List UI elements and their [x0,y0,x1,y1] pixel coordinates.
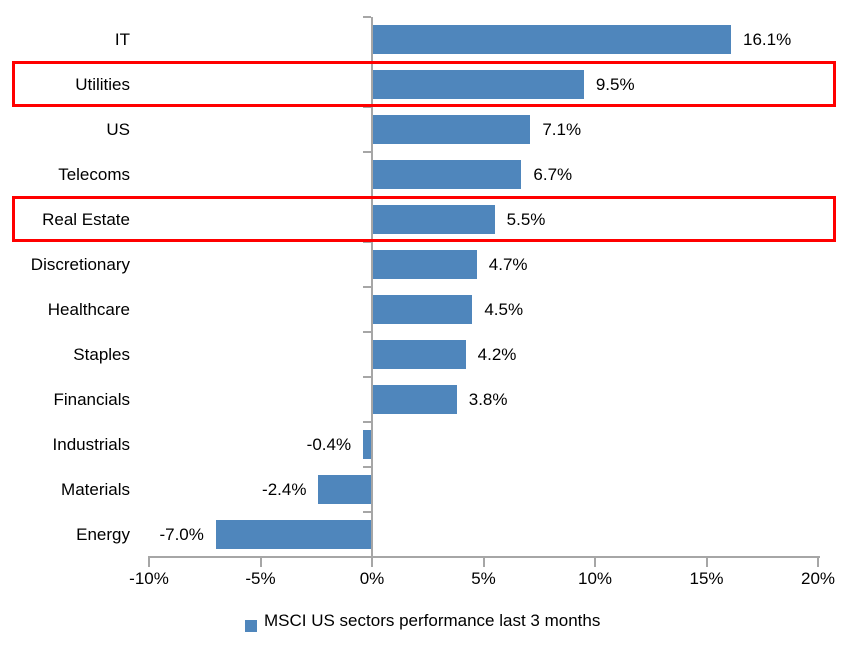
category-tick [363,511,371,513]
bar [372,160,522,189]
category-tick [363,421,371,423]
category-label: Real Estate [42,210,130,229]
value-label: -7.0% [159,525,204,544]
category-label: Healthcare [47,300,130,319]
value-label: -0.4% [306,435,352,454]
x-axis-tick [594,556,596,567]
category-tick [363,196,371,198]
category-tick [363,106,371,108]
category-tick [363,466,371,468]
bar [318,475,372,504]
bar [372,340,466,369]
bar [215,520,372,549]
category-label: Energy [76,525,130,544]
value-label: 4.2% [477,345,517,364]
value-label: 5.5% [506,210,546,229]
x-tick-label: -10% [129,569,169,588]
bar [372,250,477,279]
category-label: Discretionary [30,255,130,274]
category-label: Telecoms [58,165,130,184]
category-tick [363,61,371,63]
category-label: Materials [61,480,130,499]
y-axis-line [371,17,373,558]
category-label: Financials [53,390,130,409]
x-axis-tick [371,556,373,567]
value-label: 9.5% [595,75,635,94]
value-label: 16.1% [743,30,792,49]
category-tick [363,241,371,243]
value-label: 4.5% [484,300,524,319]
category-tick [363,376,371,378]
legend-swatch-icon [245,620,257,632]
x-tick-label: 15% [689,569,724,588]
value-label: 6.7% [533,165,573,184]
category-tick [363,331,371,333]
category-tick [363,16,371,18]
category-label: US [106,120,130,139]
bar [372,25,732,54]
value-label: -2.4% [262,480,307,499]
category-tick [363,286,371,288]
category-tick [363,151,371,153]
x-tick-label: 20% [800,569,836,588]
x-tick-label: 5% [471,569,496,588]
bar [372,385,457,414]
x-axis-tick [482,556,485,567]
x-axis-tick [148,556,150,567]
x-axis-tick [817,556,819,567]
category-label: Utilities [75,75,130,94]
category-label: Staples [73,345,130,364]
value-label: 3.8% [468,390,508,409]
x-tick-label: 10% [577,569,613,588]
value-label: 7.1% [542,120,582,139]
bar [372,295,473,324]
plot-area: IT 16.1% Utilities 9.5% US 7.1% Telecoms 6.7% Re… [12,16,836,588]
bar [372,205,495,234]
bar [363,430,372,459]
category-label: Industrials [52,435,130,454]
bar [372,70,584,99]
category-label: IT [114,30,130,49]
value-label: 4.7% [488,255,528,274]
legend-label: MSCI US sectors performance last 3 month… [264,611,601,630]
x-axis-tick [705,556,708,567]
x-tick-label: 0% [359,569,385,588]
x-tick-label: -5% [245,569,276,588]
x-axis-tick [259,556,262,567]
bar [372,115,531,144]
